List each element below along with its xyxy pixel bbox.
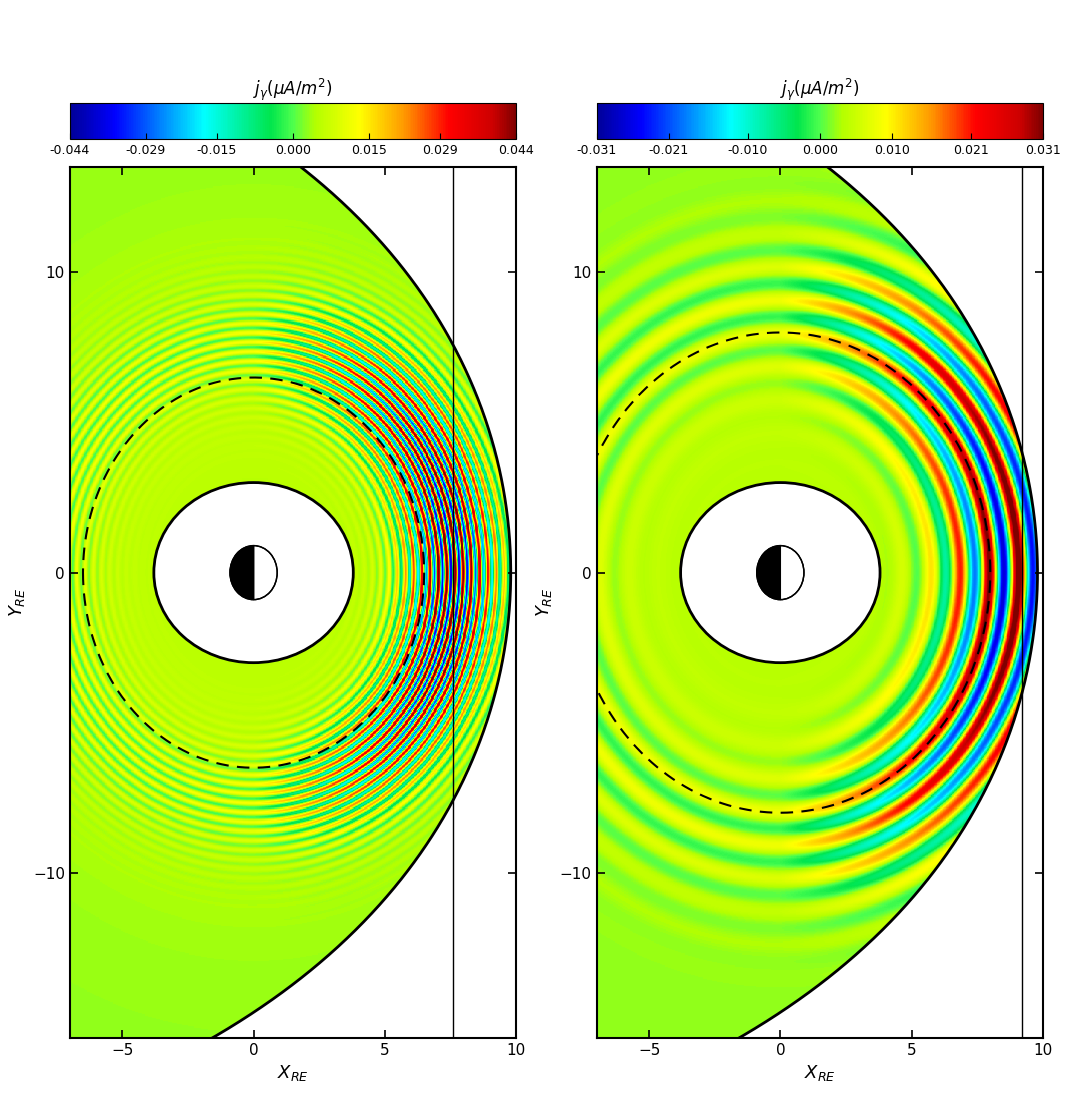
Wedge shape bbox=[757, 546, 780, 599]
Wedge shape bbox=[230, 546, 254, 599]
X-axis label: $X_{RE}$: $X_{RE}$ bbox=[277, 1064, 309, 1084]
Title: $j_\gamma(\mu A/m^2)$: $j_\gamma(\mu A/m^2)$ bbox=[253, 76, 333, 103]
Y-axis label: $Y_{RE}$: $Y_{RE}$ bbox=[534, 588, 555, 617]
X-axis label: $X_{RE}$: $X_{RE}$ bbox=[804, 1064, 835, 1084]
Title: $j_\gamma(\mu A/m^2)$: $j_\gamma(\mu A/m^2)$ bbox=[779, 76, 860, 103]
Y-axis label: $Y_{RE}$: $Y_{RE}$ bbox=[8, 588, 28, 617]
Wedge shape bbox=[254, 546, 277, 599]
Wedge shape bbox=[780, 546, 804, 599]
Ellipse shape bbox=[680, 482, 880, 663]
Ellipse shape bbox=[154, 482, 354, 663]
